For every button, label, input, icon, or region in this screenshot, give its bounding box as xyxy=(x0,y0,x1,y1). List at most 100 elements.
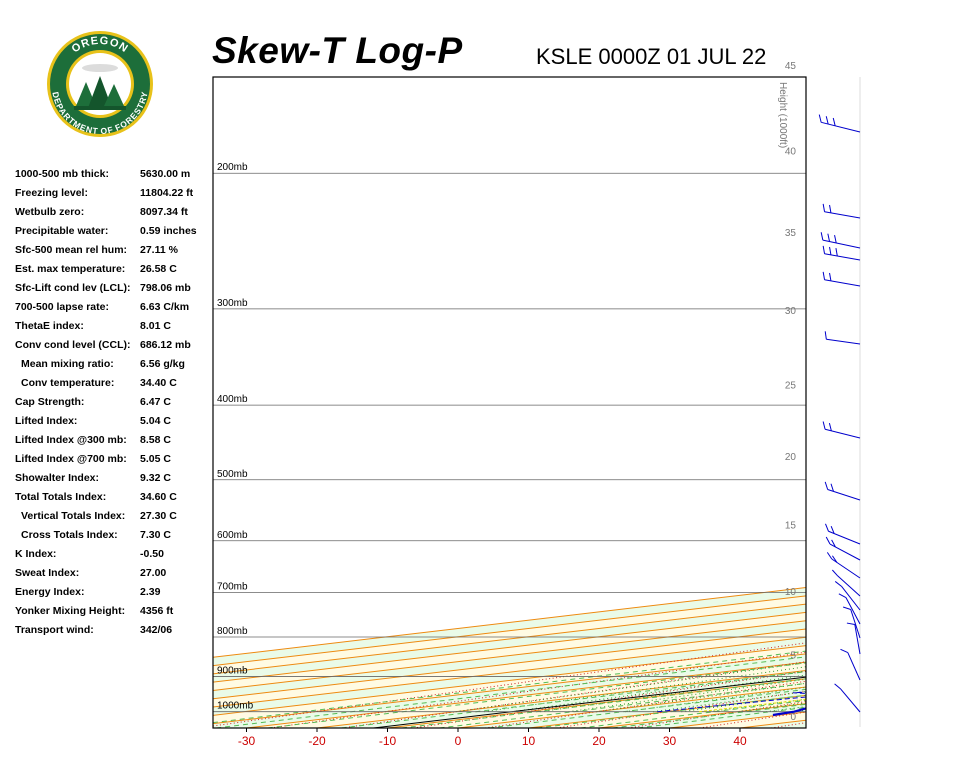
isobar-label: 300mb xyxy=(217,298,248,309)
temperature-band xyxy=(213,653,806,728)
index-label: Vertical Totals Index: xyxy=(21,510,126,522)
index-label: Yonker Mixing Height: xyxy=(15,605,126,617)
wind-barb-staff xyxy=(845,597,861,625)
wind-barb-staff xyxy=(854,624,861,655)
wind-barb-flag xyxy=(846,622,855,625)
index-row: Lifted Index @300 mb: 8.58 C xyxy=(15,434,211,453)
mixing-ratio-line xyxy=(439,682,806,728)
height-tick-label: 35 xyxy=(785,228,797,239)
index-row: Conv cond level (CCL): 686.12 mb xyxy=(15,339,211,358)
isobar-label: 500mb xyxy=(217,469,248,480)
mixing-ratio-line xyxy=(267,662,806,728)
x-tick-label: 20 xyxy=(592,734,606,748)
wind-barb-flag xyxy=(829,204,832,213)
plot-frame xyxy=(212,76,807,729)
index-row: 1000-500 mb thick: 5630.00 m xyxy=(15,168,211,187)
index-value: 27.00 xyxy=(140,567,167,579)
wind-barb-flag xyxy=(831,539,836,548)
stability-indices-panel: 1000-500 mb thick: 5630.00 m Freezing leve… xyxy=(15,168,211,643)
index-row: Mean mixing ratio: 6.56 g/kg xyxy=(15,358,211,377)
x-tick-label: 10 xyxy=(522,734,536,748)
index-row: Lifted Index @700 mb: 5.05 C xyxy=(15,453,211,472)
wind-barb-flag xyxy=(822,421,826,430)
index-row: Transport wind: 342/06 xyxy=(15,624,211,643)
temperature-band xyxy=(213,612,806,691)
index-label: Lifted Index: xyxy=(15,415,78,427)
wind-barb-flag xyxy=(824,481,829,490)
moist-adiabat xyxy=(851,173,960,712)
isobar-label: 900mb xyxy=(217,665,248,676)
index-row: Wetbulb zero: 8097.34 ft xyxy=(15,206,211,225)
x-tick-label: 30 xyxy=(663,734,677,748)
index-value: -0.50 xyxy=(140,548,164,560)
oregon-department-of-forestry-logo: OREGON DEPARTMENT OF FORESTRY xyxy=(47,31,153,137)
index-row: ThetaE index: 8.01 C xyxy=(15,320,211,339)
index-row: K Index: -0.50 xyxy=(15,548,211,567)
isobar-label: 700mb xyxy=(217,581,248,592)
wind-barb-flag xyxy=(842,606,851,610)
index-value: 5.05 C xyxy=(140,453,171,465)
wind-barb-staff xyxy=(821,121,861,133)
index-value: 9.32 C xyxy=(140,472,171,484)
height-tick-label: 15 xyxy=(785,521,797,532)
x-tick-label: -10 xyxy=(379,734,397,748)
index-value: 6.47 C xyxy=(140,396,171,408)
wind-barb-flag xyxy=(830,525,835,534)
wind-barb-flag xyxy=(825,116,829,125)
mixing-ratio-line xyxy=(401,678,806,728)
index-label: Cap Strength: xyxy=(15,396,85,408)
index-value: 342/06 xyxy=(140,624,173,636)
wind-barb-flag xyxy=(835,248,838,257)
index-row: Showalter Index: 9.32 C xyxy=(15,472,211,491)
index-value: 798.06 mb xyxy=(140,282,191,294)
wind-barb-flag xyxy=(820,232,824,241)
index-label: Conv temperature: xyxy=(21,377,115,389)
index-value: 686.12 mb xyxy=(140,339,191,351)
isobar-label: 600mb xyxy=(217,530,248,541)
temperature-band xyxy=(213,604,806,683)
index-value: 6.63 C/km xyxy=(140,301,190,313)
wind-barb-staff xyxy=(826,338,861,345)
wind-barb-staff xyxy=(841,586,861,611)
x-tick-label: 40 xyxy=(733,734,747,748)
index-row: Lifted Index: 5.04 C xyxy=(15,415,211,434)
index-label: Wetbulb zero: xyxy=(15,206,85,218)
index-label: Transport wind: xyxy=(15,624,94,636)
index-value: 27.30 C xyxy=(140,510,177,522)
index-value: 6.56 g/kg xyxy=(140,358,185,370)
temperature-band xyxy=(213,620,806,699)
isotherm-line xyxy=(213,603,806,675)
index-label: K Index: xyxy=(15,548,57,560)
index-value: 34.60 C xyxy=(140,491,177,503)
temperature-band xyxy=(881,77,960,728)
index-label: Freezing level: xyxy=(15,187,88,199)
wind-barb-flag xyxy=(826,552,833,560)
index-value: 7.30 C xyxy=(140,529,171,541)
isotherm-line xyxy=(881,77,960,728)
index-value: 5.04 C xyxy=(140,415,171,427)
wind-barb-flag xyxy=(818,114,822,123)
wind-barb-flag xyxy=(824,331,827,340)
temperature-band xyxy=(213,587,806,666)
moist-adiabat xyxy=(794,709,806,713)
wind-barb-flag xyxy=(840,648,849,654)
wind-barb-flag xyxy=(827,233,831,242)
plot-area: 0.41235 xyxy=(213,77,960,728)
index-value: 0.59 inches xyxy=(140,225,197,237)
index-value: 34.40 C xyxy=(140,377,177,389)
wind-barb-staff xyxy=(824,428,861,439)
wind-barb-flag xyxy=(822,245,826,254)
wind-barb-staff xyxy=(822,239,861,249)
index-row: Sfc-500 mean rel hum: 27.11 % xyxy=(15,244,211,263)
index-label: ThetaE index: xyxy=(15,320,84,332)
wind-barb-flag xyxy=(828,422,832,431)
height-tick-label: 45 xyxy=(785,61,797,72)
mixing-ratio-line xyxy=(216,656,806,728)
index-value: 26.58 C xyxy=(140,263,177,275)
isotherm-line xyxy=(811,77,960,728)
wind-barb-staff xyxy=(847,652,861,681)
index-label: Lifted Index @700 mb: xyxy=(15,453,127,465)
x-tick-label: 0 xyxy=(455,734,462,748)
height-tick-label: 0 xyxy=(790,712,796,723)
